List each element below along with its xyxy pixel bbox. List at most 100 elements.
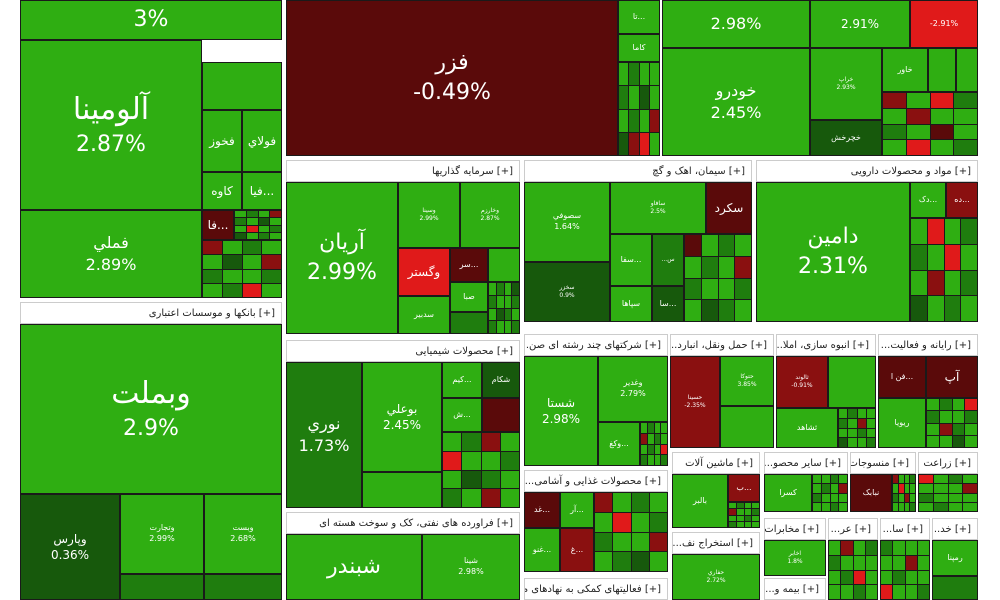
tile-ghedas[interactable]: غد...: [524, 492, 560, 528]
header-misc2[interactable]: [+] سا...: [880, 518, 930, 540]
header-extraction[interactable]: [+] استخراج نف...: [672, 532, 760, 554]
tile-small-a[interactable]: [202, 62, 282, 110]
tile-b[interactable]: ب...: [728, 474, 760, 502]
tile-kharpa[interactable]: خراپ 2.93%: [810, 48, 882, 120]
header-transport[interactable]: [+] حمل ونقل، انبارد...: [670, 334, 774, 356]
header-cement[interactable]: [+] سیمان، اهک و گچ: [524, 160, 752, 182]
header-machinery[interactable]: [+] ماشین آلات: [672, 452, 760, 474]
header-pharma[interactable]: [+] مواد و محصولات دارویی: [756, 160, 978, 182]
tile-folay[interactable]: فولاي: [242, 110, 282, 172]
tile-mass-r[interactable]: [828, 356, 876, 408]
tile-kama[interactable]: کاما: [618, 34, 660, 62]
header-banks[interactable]: [+] بانکها و موسسات اعتباری: [20, 302, 282, 324]
tile-fokhuz[interactable]: فخوز: [202, 110, 242, 172]
tile-kaveh[interactable]: کاوه: [202, 172, 242, 210]
tile-rempena[interactable]: رمپنا: [932, 540, 978, 576]
tile-auto-r1[interactable]: [956, 48, 978, 92]
tile-hasina[interactable]: حسينا -2.35%: [670, 356, 720, 448]
tile-damin[interactable]: دامين 2.31%: [756, 182, 910, 322]
tile-akhaber[interactable]: اخابر 1.8%: [764, 540, 826, 576]
tile-khaver[interactable]: خاور: [882, 48, 928, 92]
tile-top-left[interactable]: 3%: [20, 0, 282, 40]
tile-vakh[interactable]: وکغ...: [598, 422, 640, 466]
header-computer[interactable]: [+] رایانه و فعالیت...: [878, 334, 978, 356]
tile-fan[interactable]: فن ا...: [878, 356, 926, 398]
tile-sakhaz[interactable]: سخزر 0.9%: [524, 262, 610, 322]
tile-298[interactable]: 2.98%: [662, 0, 810, 48]
tile-deh[interactable]: ده...: [946, 182, 978, 218]
tile-ar[interactable]: آر...: [560, 492, 594, 528]
tile-vaparas[interactable]: وپارس 0.36%: [20, 494, 120, 600]
tile-sapaha[interactable]: سپاها: [610, 286, 652, 322]
tile-sar[interactable]: سر...: [450, 248, 488, 282]
tile-ghenoo[interactable]: غنو...: [524, 528, 560, 572]
tile-sekord[interactable]: سکرد: [706, 182, 752, 234]
tile-shina[interactable]: شينا 2.98%: [422, 534, 520, 600]
tile-kim[interactable]: کيم...: [442, 362, 482, 398]
tile-kesra[interactable]: کسرا: [764, 474, 812, 512]
tile-inv-small-2[interactable]: [450, 312, 488, 334]
tile-vgostar[interactable]: وگستر: [398, 248, 450, 296]
tile-vabemellat[interactable]: وبملت 2.9%: [20, 324, 282, 494]
tile-sefa[interactable]: سفا...: [610, 234, 652, 286]
header-misc3[interactable]: [+] خد...: [932, 518, 978, 540]
header-chemical[interactable]: [+] محصولات شیمیایی: [286, 340, 520, 362]
tile-hatuka[interactable]: حتوکا 3.85%: [720, 356, 774, 406]
tile-vo[interactable]: [928, 48, 956, 92]
tile-fiya[interactable]: فيا...: [242, 172, 282, 210]
tile-ta[interactable]: تا...: [618, 0, 660, 34]
header-services[interactable]: [+] فعالیتهای کمکی به نهادهای م...: [524, 578, 668, 600]
tile-bank-small-2[interactable]: [204, 574, 282, 600]
tile-chem-small[interactable]: [362, 472, 442, 508]
tile-alumina[interactable]: آلومينا 2.87%: [20, 40, 202, 210]
tile-fezar[interactable]: فزر -0.49%: [286, 0, 618, 156]
tile-khodro[interactable]: خودرو 2.45%: [662, 48, 810, 156]
tile-shakam[interactable]: شکام: [482, 362, 520, 398]
tile-shasta[interactable]: شستا 2.98%: [524, 356, 598, 466]
tile-saba[interactable]: صبا: [450, 282, 488, 312]
tile-trans-small[interactable]: [720, 406, 774, 448]
tile-sofi[interactable]: سصوفي 1.64%: [524, 182, 610, 262]
tile-dak[interactable]: دک...: [910, 182, 946, 218]
tile-ap[interactable]: آپ: [926, 356, 978, 398]
header-telecom[interactable]: [+] مخابرات: [764, 518, 826, 540]
header-textile[interactable]: [+] منسوجات: [850, 452, 916, 474]
tile-vadir[interactable]: وغدير 2.79%: [598, 356, 668, 422]
header-food[interactable]: [+] محصولات غذایی و آشامی...: [524, 470, 668, 492]
header-agri[interactable]: [+] زراعت: [918, 452, 978, 474]
tile-hafari[interactable]: حفاري 2.72%: [672, 554, 760, 600]
tile-inv-small[interactable]: [488, 248, 520, 282]
header-insurance[interactable]: [+] بیمه و...: [764, 578, 826, 600]
tile-fa[interactable]: فا...: [202, 210, 234, 240]
tile-shahd[interactable]: ثشاهد: [776, 408, 838, 448]
tile-vasarm[interactable]: وخارزم 2.87%: [460, 182, 520, 248]
header-mass[interactable]: [+] انبوه سازی، املا...: [776, 334, 876, 356]
header-investment[interactable]: [+] سرمایه گذاریها: [286, 160, 520, 182]
tile-shabandar[interactable]: شبندر: [286, 534, 422, 600]
tile-sh[interactable]: ش...: [442, 398, 482, 432]
tile-vesina[interactable]: وسينا 2.99%: [398, 182, 460, 248]
tile-291-neg[interactable]: -2.91%: [910, 0, 978, 48]
tile-nuri[interactable]: نوري 1.73%: [286, 362, 362, 508]
tile-vatejarat[interactable]: وتجارت 2.99%: [120, 494, 204, 574]
tile-bualy[interactable]: بوعلي 2.45%: [362, 362, 442, 472]
tile-291[interactable]: 2.91%: [810, 0, 910, 48]
tile-riva[interactable]: ريويا: [878, 398, 926, 448]
tile-sadbir[interactable]: سدبير: [398, 296, 450, 334]
tile-vabsat[interactable]: وبست 2.68%: [204, 494, 282, 574]
tile-kherkesh[interactable]: خچرخش: [810, 120, 882, 156]
tile-baler[interactable]: بالبر: [672, 474, 728, 528]
tile-misc3-small[interactable]: [932, 576, 978, 600]
tile-nabak[interactable]: نبابک: [850, 474, 892, 512]
tile-chem-dr[interactable]: [482, 398, 520, 432]
tile-femli[interactable]: فملي 2.89%: [20, 210, 202, 298]
header-oil[interactable]: [+] فراورده های نفتی، کک و سوخت هسته ای: [286, 512, 520, 534]
tile-aryan[interactable]: آريان 2.99%: [286, 182, 398, 334]
tile-sata[interactable]: سا...: [652, 286, 684, 322]
tile-gh[interactable]: غ...: [560, 528, 594, 572]
tile-bank-small-1[interactable]: [120, 574, 204, 600]
header-multi[interactable]: [+] شرکتهای چند رشته ای صن...: [524, 334, 668, 356]
tile-alrad[interactable]: ثالوند -0.91%: [776, 356, 828, 408]
tile-s-dots[interactable]: ...س: [652, 234, 684, 286]
tile-sasaver[interactable]: سافاو 2.5%: [610, 182, 706, 234]
